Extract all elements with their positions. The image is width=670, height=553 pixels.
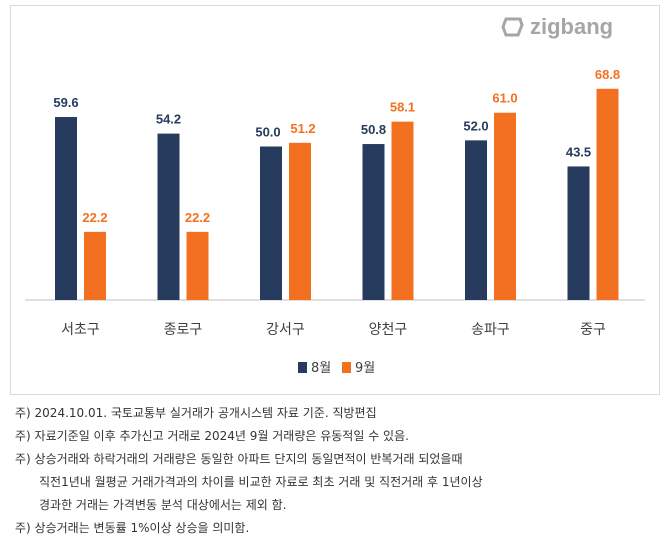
bar-sep	[596, 88, 619, 300]
data-label: 52.0	[463, 118, 488, 133]
logo-text: zigbang	[530, 14, 614, 39]
bar-aug	[55, 117, 77, 300]
bar-sep	[391, 121, 414, 301]
data-label: 22.2	[82, 210, 107, 225]
note-1: 주) 2024.10.01. 국토교통부 실거래가 공개시스템 자료 기준. 직…	[15, 406, 377, 420]
data-label: 68.8	[595, 67, 620, 82]
legend-swatch	[342, 362, 351, 373]
data-label: 22.2	[185, 210, 210, 225]
zigbang-logo-icon	[501, 17, 524, 37]
category-label: 송파구	[471, 322, 510, 338]
bar-sep	[494, 112, 516, 300]
legend-swatch	[298, 362, 307, 373]
note-3: 주) 상승거래와 하락거래의 거래량은 동일한 아파트 단지의 동일면적이 반복…	[15, 452, 463, 466]
note-2: 주) 자료기준일 이후 추가신고 거래로 2024년 9월 거래량은 유동적일 …	[15, 429, 409, 443]
data-label: 50.8	[361, 122, 386, 137]
bar-aug	[157, 133, 180, 300]
bar-aug	[362, 144, 385, 300]
note-3-cont2: 경과한 거래는 가격변동 분석 대상에서는 제외 함.	[39, 498, 287, 512]
data-label: 50.0	[255, 125, 280, 140]
bar-sep	[84, 231, 106, 300]
category-label: 강서구	[266, 322, 305, 338]
zigbang-logo: zigbang	[500, 14, 613, 40]
data-label: 51.2	[290, 121, 315, 136]
data-label: 58.1	[390, 100, 415, 115]
data-label: 43.5	[566, 144, 591, 159]
bar-chart: 59.6 22.2 서초구 54.2 22.2 종로구 50.0 51.2 강서구 50.8 58.…	[25, 67, 645, 376]
bar-aug	[567, 166, 590, 300]
bar-aug	[465, 140, 487, 300]
bar-sep	[289, 142, 311, 300]
category-label: 양천구	[369, 322, 408, 338]
category-label: 종로구	[164, 322, 203, 338]
data-label: 54.2	[156, 112, 181, 127]
note-3-cont: 직전1년내 월평균 거래가격과의 차이를 비교한 자료로 최초 거래 및 직전거…	[39, 475, 483, 489]
data-label: 59.6	[53, 95, 78, 110]
chart-frame	[10, 5, 660, 395]
footnotes: 주) 2024.10.01. 국토교통부 실거래가 공개시스템 자료 기준. 직…	[15, 402, 483, 540]
legend-label: 8월	[311, 361, 331, 376]
bar-sep	[186, 231, 209, 300]
category-label: 중구	[580, 322, 606, 338]
bar-aug	[260, 146, 282, 300]
category-label: 서초구	[61, 322, 100, 338]
data-label: 61.0	[492, 91, 517, 106]
legend-label: 9월	[355, 361, 375, 376]
note-4: 주) 상승거래는 변동률 1%이상 상승을 의미함.	[15, 521, 250, 535]
